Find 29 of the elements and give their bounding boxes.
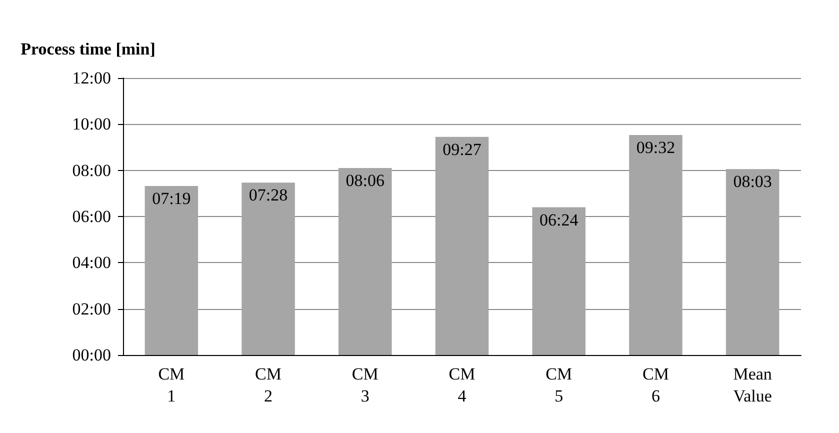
- data-label: 07:28: [248, 186, 288, 205]
- bar: [435, 136, 489, 355]
- y-tick-label: 10:00: [72, 114, 111, 134]
- x-tick-label: CM 3: [352, 364, 378, 406]
- bar: [242, 182, 295, 355]
- data-label: 07:19: [152, 189, 191, 208]
- y-tick-label: 06:00: [72, 207, 111, 226]
- x-tick-label: CM 2: [255, 364, 282, 406]
- y-tick-label: 02:00: [72, 299, 111, 318]
- x-tick-label: CM 1: [158, 364, 185, 406]
- data-label: 09:27: [442, 140, 482, 159]
- bar: [629, 135, 682, 355]
- y-tick-label: 04:00: [72, 253, 111, 272]
- y-tick-label: 12:00: [72, 68, 111, 88]
- bar: [144, 186, 198, 355]
- data-label: 08:03: [733, 172, 772, 192]
- x-tick-label: CM 5: [546, 364, 572, 406]
- y-tick-label: 00:00: [72, 346, 111, 364]
- y-tick-label: 08:00: [72, 160, 111, 180]
- x-tick-label: Mean Value: [733, 364, 772, 406]
- y-axis-title: Process time [min]: [20, 40, 156, 58]
- bar: [532, 207, 586, 355]
- bar: [726, 169, 780, 355]
- data-label: 06:24: [539, 210, 579, 230]
- x-tick-label: CM 6: [642, 364, 669, 406]
- x-tick-label: CM 4: [448, 364, 476, 406]
- data-label: 09:32: [636, 138, 676, 158]
- data-label: 08:06: [346, 171, 385, 190]
- bar: [338, 168, 392, 355]
